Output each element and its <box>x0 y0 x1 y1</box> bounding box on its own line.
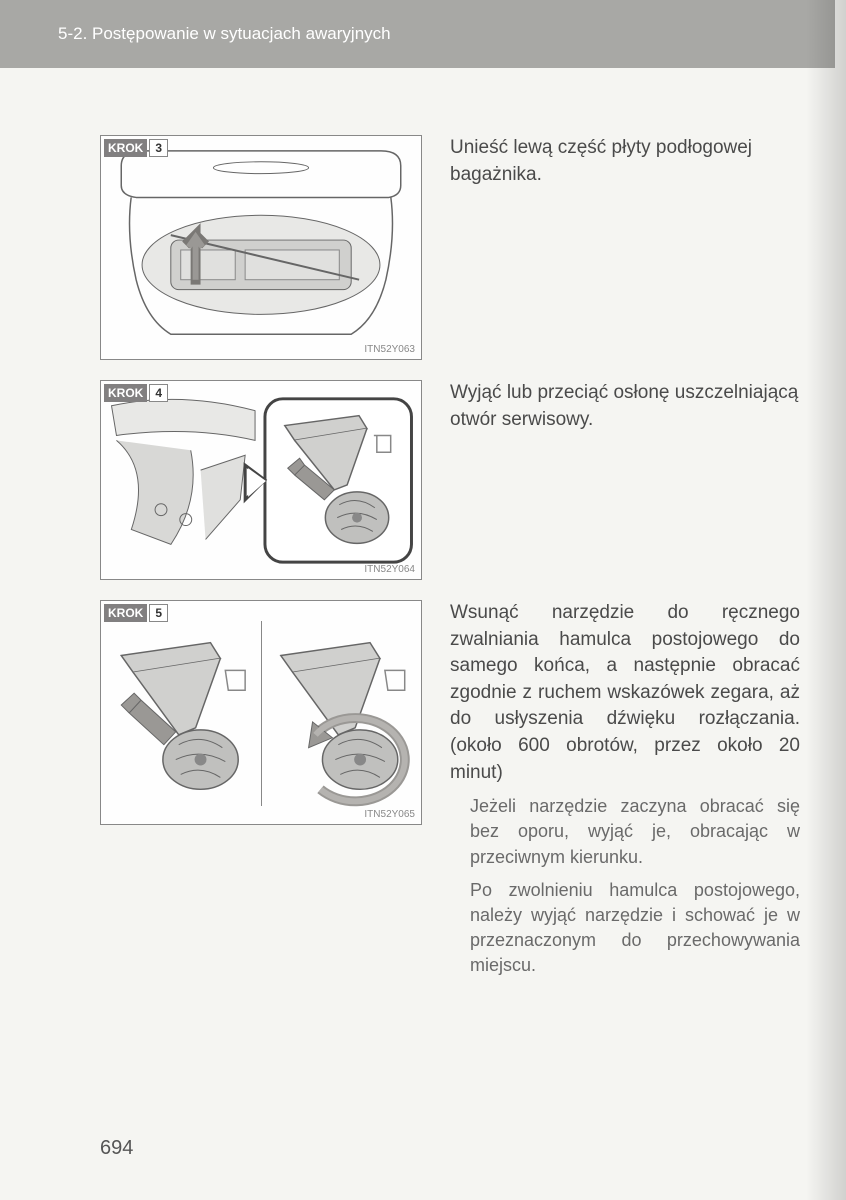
page-shadow <box>806 0 846 1200</box>
step-subtext-2: Po zwolnieniu hamulca postojowego, należ… <box>470 878 800 979</box>
diagram-step-5: KROK 5 <box>100 600 422 825</box>
divider-line <box>261 621 262 806</box>
diagram-step-4: KROK 4 ITN52Y064 <box>100 380 422 580</box>
step-text-4: Wyjąć lub przeciąć osłonę uszczelniającą… <box>450 380 800 433</box>
image-code: ITN52Y064 <box>364 564 415 575</box>
step-word: KROK <box>104 139 147 157</box>
image-code: ITN52Y063 <box>364 344 415 355</box>
step-row-3: KROK 3 ITN52Y063 Unieść lewą część płyty… <box>100 135 800 360</box>
step-label: KROK 4 <box>104 384 168 402</box>
step-number: 4 <box>149 384 168 402</box>
page-number: 694 <box>100 1137 133 1160</box>
step-text-3: Unieść lewą część płyty podłogowej bagaż… <box>450 135 800 188</box>
header-bar: 5-2. Postępowanie w sytuacjach awaryjnyc… <box>0 0 835 68</box>
section-title: 5-2. Postępowanie w sytuacjach awaryjnyc… <box>58 24 391 44</box>
step-word: KROK <box>104 604 147 622</box>
trunk-illustration-icon <box>101 136 421 359</box>
step-label: KROK 3 <box>104 139 168 157</box>
step-text-5: Wsunąć narzędzie do ręcznego zwalniania … <box>450 600 800 978</box>
diagram-step-3: KROK 3 ITN52Y063 <box>100 135 422 360</box>
step-number: 5 <box>149 604 168 622</box>
image-code: ITN52Y065 <box>364 809 415 820</box>
content-area: KROK 3 ITN52Y063 Unieść lewą część płyty… <box>100 135 800 998</box>
step-word: KROK <box>104 384 147 402</box>
seal-removal-icon <box>101 381 421 579</box>
step-label: KROK 5 <box>104 604 168 622</box>
step-row-4: KROK 4 ITN52Y064 <box>100 380 800 580</box>
step-number: 3 <box>149 139 168 157</box>
step-subtext-1: Jeżeli narzędzie zaczyna obracać się bez… <box>470 794 800 870</box>
step-row-5: KROK 5 <box>100 600 800 978</box>
step-main-text: Wsunąć narzędzie do ręcznego zwalniania … <box>450 602 800 783</box>
